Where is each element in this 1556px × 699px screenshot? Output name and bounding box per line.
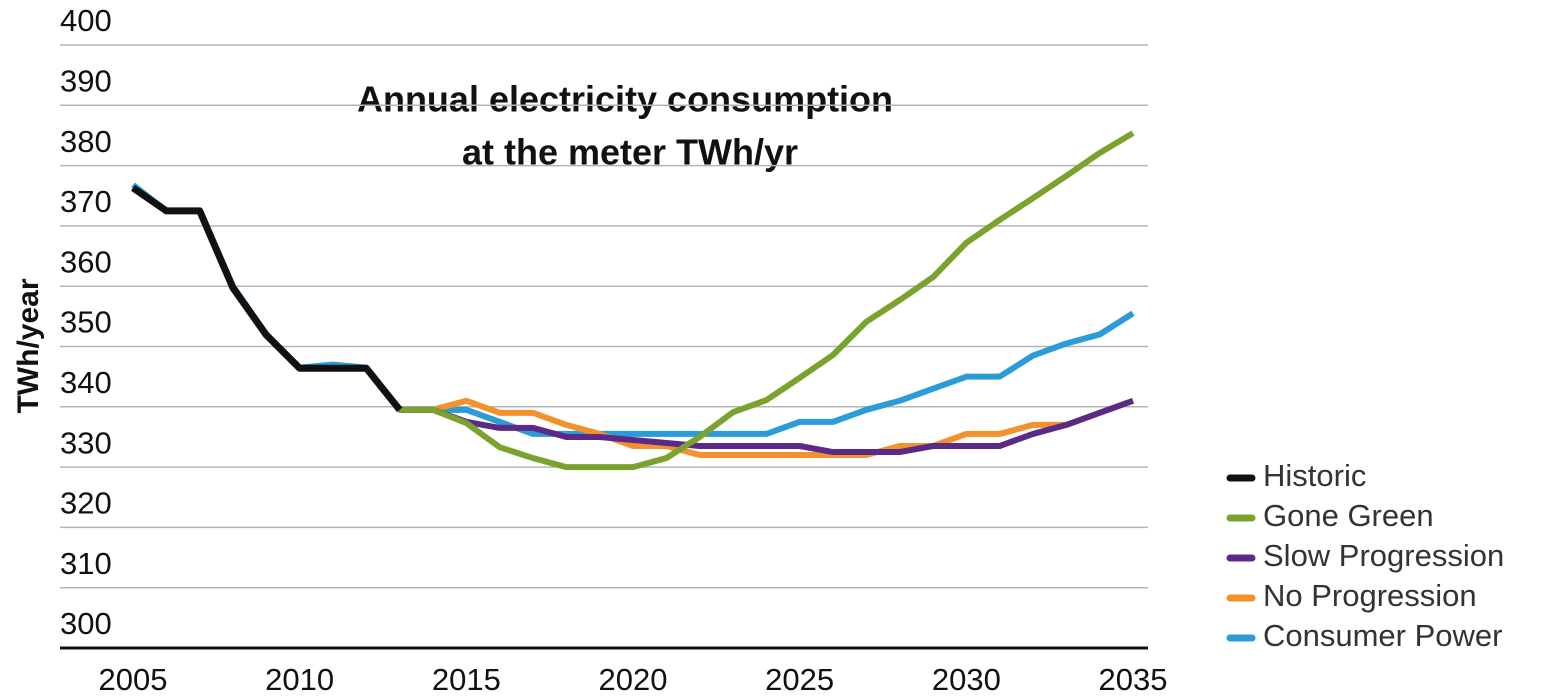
y-tick-label: 300 [60, 606, 112, 641]
y-tick-label: 400 [60, 3, 112, 38]
legend-label: Gone Green [1263, 498, 1434, 533]
y-tick-label: 330 [60, 425, 112, 460]
y-tick-label: 350 [60, 305, 112, 340]
legend-label: Historic [1263, 458, 1366, 493]
x-tick-label: 2035 [1099, 662, 1168, 697]
y-tick-label: 370 [60, 184, 112, 219]
x-tick-label: 2020 [599, 662, 668, 697]
y-tick-label: 310 [60, 546, 112, 581]
y-tick-label: 390 [60, 63, 112, 98]
chart-title: at the meter TWh/yr [462, 132, 798, 173]
x-tick-label: 2005 [99, 662, 168, 697]
y-tick-label: 340 [60, 365, 112, 400]
y-tick-label: 320 [60, 486, 112, 521]
chart-title: Annual electricity consumption [357, 79, 893, 120]
x-tick-label: 2010 [265, 662, 334, 697]
series-line [131, 182, 1135, 437]
series-line [399, 397, 1135, 456]
series-line [399, 397, 1135, 459]
legend-label: No Progression [1263, 578, 1477, 613]
x-tick-label: 2015 [432, 662, 501, 697]
series-line [399, 130, 1135, 471]
legend-label: Consumer Power [1263, 618, 1502, 653]
series-line [131, 185, 403, 413]
y-tick-label: 360 [60, 244, 112, 279]
y-tick-label: 380 [60, 124, 112, 159]
y-axis-label: TWh/year [12, 278, 45, 413]
x-tick-label: 2025 [765, 662, 834, 697]
x-tick-label: 2030 [932, 662, 1001, 697]
legend-label: Slow Progression [1263, 538, 1504, 573]
